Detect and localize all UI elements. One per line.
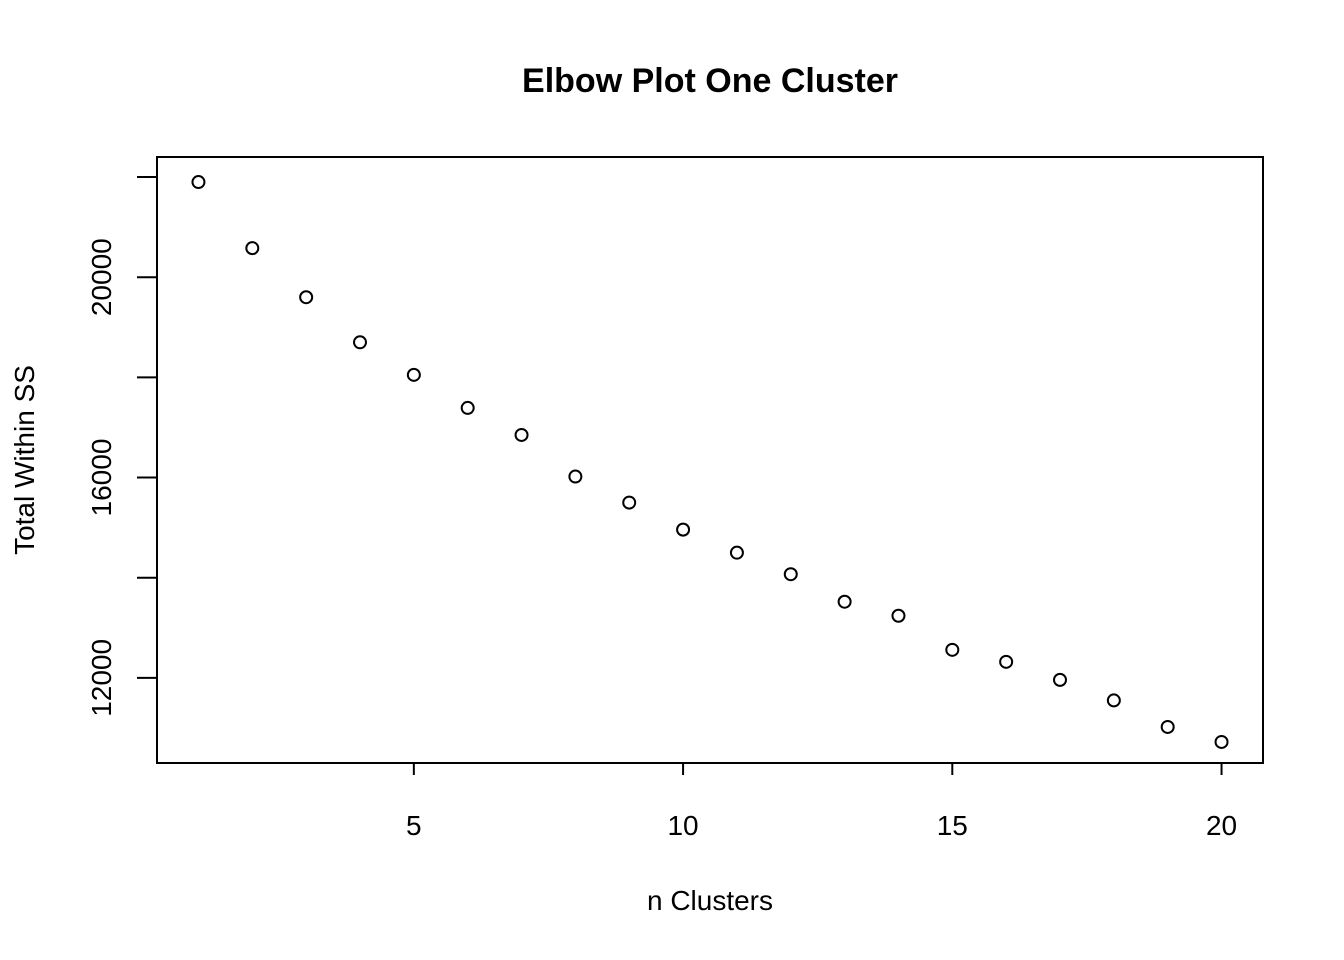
data-point [406, 367, 421, 382]
data-point [1053, 672, 1067, 687]
x-axis: 5 10 15 20 [406, 762, 1237, 841]
y-axis-label: Total Within SS [9, 365, 40, 555]
data-points [191, 175, 1229, 749]
data-point [191, 175, 206, 190]
x-tick-label: 5 [406, 810, 422, 841]
data-point [1106, 693, 1121, 708]
data-point [891, 608, 906, 623]
data-point [945, 642, 960, 657]
y-tick-label: 20000 [86, 238, 117, 316]
data-point [676, 522, 691, 537]
data-point [622, 495, 637, 510]
data-point [460, 400, 475, 415]
plot-frame [156, 156, 1264, 764]
x-axis-label: n Clusters [647, 885, 773, 916]
data-point [837, 594, 852, 609]
chart-title: Elbow Plot One Cluster [522, 62, 898, 100]
data-point [783, 567, 798, 582]
x-tick-label: 15 [937, 810, 968, 841]
y-tick-label: 12000 [86, 639, 117, 717]
y-axis: 12000 16000 20000 [86, 176, 158, 717]
y-tick-label: 16000 [86, 439, 117, 517]
x-tick-label: 20 [1206, 810, 1237, 841]
data-point [999, 654, 1014, 669]
data-point [245, 241, 260, 256]
data-point [1160, 719, 1175, 734]
data-point [353, 335, 367, 350]
data-point [729, 545, 744, 560]
data-point [568, 469, 583, 484]
x-tick-label: 10 [667, 810, 698, 841]
data-point [299, 290, 314, 305]
data-point [514, 427, 529, 442]
data-point [1214, 734, 1229, 749]
